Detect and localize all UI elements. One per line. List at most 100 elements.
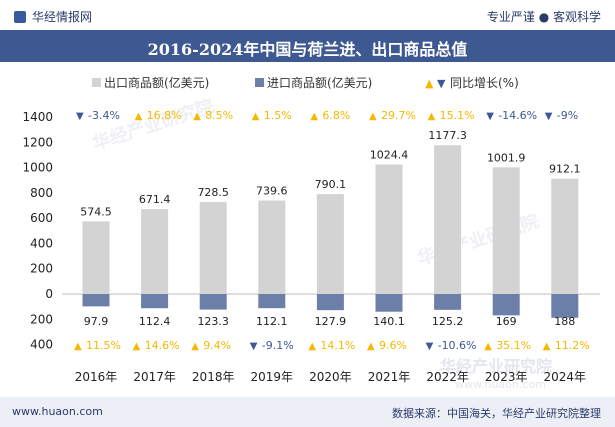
down-arrow-icon: ▼ [545,111,553,122]
import-yoy-label: 14.1% [320,339,355,352]
export-yoy-label: 1.5% [264,109,292,122]
up-arrow-icon: ▲ [310,111,318,122]
import-value-label: 123.3 [197,315,229,328]
import-yoy-label: 11.2% [555,339,590,352]
export-value-label: 739.6 [256,185,288,198]
footer-source: 数据来源：中国海关，华经产业研究院整理 [392,407,601,420]
export-yoy-label: -3.4% [88,109,120,122]
import-yoy-label: 14.6% [145,339,180,352]
watermark: 华经产业研究院 [415,210,542,270]
x-tick-label: 2020年 [309,370,352,384]
import-value-label: 125.2 [432,315,464,328]
chart-title: 2016-2024年中国与荷兰进、出口商品总值 [147,40,468,59]
import-yoy-label: -10.6% [438,339,477,352]
up-arrow-icon: ▲ [428,111,436,122]
export-value-label: 912.1 [549,163,581,176]
watermark: 华经产业研究院 [90,95,217,155]
import-bar [199,294,227,310]
y-tick-label: 400 [30,236,53,250]
up-arrow-icon: ▲ [484,341,492,352]
up-arrow-icon: ▲ [133,341,141,352]
footer-website: www.huaon.com [12,405,103,418]
y-tick-label: 800 [30,186,53,200]
export-yoy-label: 16.8% [147,109,182,122]
import-bar [258,294,286,309]
up-arrow-icon: ▲ [252,111,260,122]
up-arrow-icon: ▲ [369,111,377,122]
export-bar [316,194,344,294]
import-value-label: 188 [554,315,575,328]
import-bar [434,294,462,310]
x-tick-label: 2022年 [426,370,469,384]
export-yoy-label: -14.6% [498,109,537,122]
up-arrow-icon: ▲ [135,111,143,122]
export-yoy-label: 6.8% [322,109,350,122]
export-yoy-label: 15.1% [440,109,475,122]
down-arrow-icon: ▼ [426,341,434,352]
export-value-label: 1177.3 [428,129,467,142]
export-bar [375,164,403,294]
legend-label-yoy: 同比增长(%) [450,76,519,90]
import-yoy-label: -9.1% [262,339,294,352]
import-yoy-label: 9.4% [203,339,231,352]
y-tick-label: 600 [30,211,53,225]
import-value-label: 127.9 [315,315,347,328]
y-tick-label: 1000 [22,161,53,175]
import-bar [141,294,169,309]
y-tick-label: 400 [30,338,53,352]
export-value-label: 1024.4 [370,149,409,162]
watermark: www.huaon.com [455,378,546,391]
y-tick-label: 200 [30,312,53,326]
logo-icon [14,11,26,23]
legend-down-icon: ▼ [437,77,446,90]
top-bar: 华经情报网 专业严谨 ● 客观科学 [0,0,615,30]
legend-label-import: 进口商品额(亿美元) [267,75,372,90]
import-value-label: 112.4 [139,315,171,328]
logo-text: 华经情报网 [32,10,93,24]
up-arrow-icon: ▲ [74,341,82,352]
import-value-label: 140.1 [373,315,405,328]
legend-up-icon: ▲ [425,77,434,90]
legend-swatch-import [255,78,264,87]
x-tick-label: 2021年 [368,370,411,384]
y-tick-label: 1200 [22,135,53,149]
up-arrow-icon: ▲ [193,111,201,122]
export-value-label: 574.5 [80,205,112,218]
up-arrow-icon: ▲ [191,341,199,352]
export-bar [141,209,169,294]
export-yoy-label: -9% [557,109,578,122]
y-tick-label: 0 [45,287,53,301]
export-bar [492,167,520,294]
export-value-label: 790.1 [315,178,347,191]
export-bar [199,201,227,294]
down-arrow-icon: ▼ [250,341,258,352]
title-bar: 2016-2024年中国与荷兰进、出口商品总值 [0,30,615,62]
legend-label-export: 出口商品额(亿美元) [104,75,209,90]
import-value-label: 169 [496,315,517,328]
x-tick-label: 2023年 [485,370,528,384]
x-tick-label: 2017年 [133,370,176,384]
export-value-label: 671.4 [139,193,171,206]
tagline: 专业严谨 ● 客观科学 [486,10,601,24]
down-arrow-icon: ▼ [486,111,494,122]
import-yoy-label: 35.1% [496,339,531,352]
import-bar [316,294,344,311]
export-bar [82,221,110,294]
y-tick-label: 1400 [22,110,53,124]
import-bar [492,294,520,316]
import-yoy-label: 11.5% [86,339,121,352]
import-bar [82,294,110,307]
import-bar [375,294,403,312]
legend-swatch-export [92,78,101,87]
export-bar [258,200,286,294]
up-arrow-icon: ▲ [543,341,551,352]
x-tick-label: 2024年 [544,370,587,384]
import-value-label: 112.1 [256,315,288,328]
bar-chart: 华经产业研究院华经产业研究院华经产业研究院www.huaon.com出口商品额(… [22,75,600,391]
x-tick-label: 2019年 [251,370,294,384]
export-yoy-label: 8.5% [205,109,233,122]
export-value-label: 1001.9 [487,151,526,164]
watermark: 华经产业研究院 [440,357,552,376]
x-tick-label: 2018年 [192,370,235,384]
import-bar [551,294,579,318]
